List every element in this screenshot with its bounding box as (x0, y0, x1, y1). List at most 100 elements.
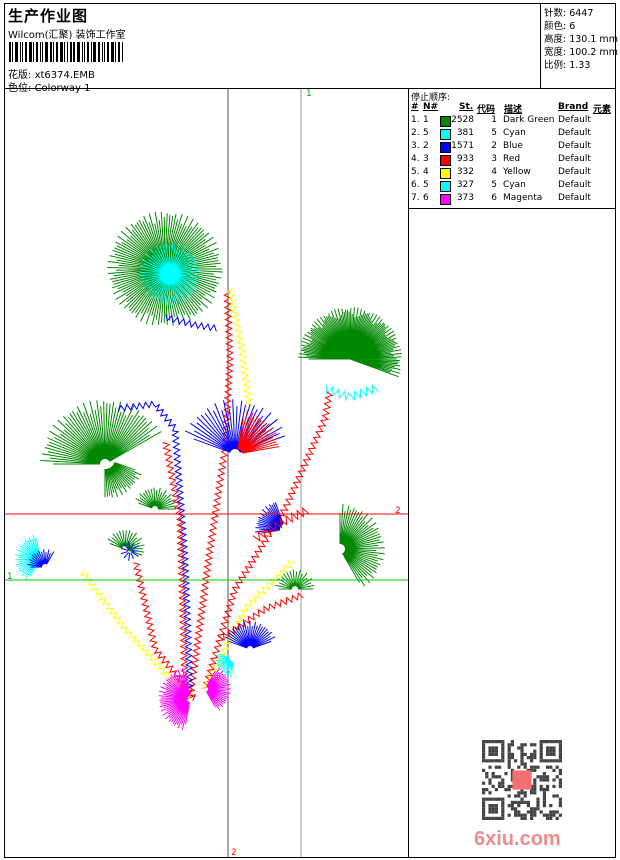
barcode-bar (122, 42, 123, 62)
barcode-bar (53, 42, 54, 62)
row-desc: Cyan (503, 128, 526, 138)
file-name: xt6374.EMB (34, 70, 95, 81)
file-label: 花版: (8, 70, 32, 81)
col-brand: Brand (558, 102, 589, 112)
leaf-left (40, 400, 162, 465)
leaf-blue-left (27, 549, 55, 568)
row-needle: 5 (423, 180, 429, 190)
col-idx: # (411, 102, 419, 112)
row-idx: 6. (411, 180, 420, 190)
row-stitches: 332 (456, 167, 474, 177)
col-needle: N# (423, 102, 439, 112)
barcode-bar (25, 42, 27, 62)
barcode-bar (84, 42, 85, 62)
barcode-bar (45, 42, 48, 62)
file-name-row: 花版: xt6374.EMB (8, 66, 95, 81)
design-height: 高度: 130.1 mm (544, 34, 618, 45)
row-code: 6 (491, 193, 497, 203)
embroidery-design-preview: 1 2 2 1 (5, 89, 408, 857)
barcode-bar (60, 42, 63, 62)
row-needle: 5 (423, 128, 429, 138)
barcode-bar (82, 42, 83, 62)
base-magenta-2 (206, 667, 231, 711)
barcode-bar (104, 42, 105, 62)
table-header: # N# St. 代码 描述 Brand 元素 (411, 102, 616, 115)
design-stats: 针数: 6447 颜色: 6 高度: 130.1 mm 宽度: 100.2 mm… (540, 3, 618, 88)
row-stitches: 1571 (451, 141, 474, 151)
flower-underside-top-left (165, 313, 217, 332)
barcode-bar (91, 42, 92, 62)
table-row: 6. 5 327 5 Cyan Default (411, 180, 616, 193)
row-desc: Cyan (503, 180, 526, 190)
leaf-small-green (135, 487, 177, 510)
row-idx: 2. (411, 128, 420, 138)
flower-underside-right (325, 383, 379, 402)
fronds-red-center (237, 410, 280, 454)
col-stitches: St. (459, 102, 474, 112)
barcode-bar (98, 42, 100, 62)
barcode-bar (50, 42, 52, 62)
table-row: 3. 2 1571 2 Blue Default (411, 141, 616, 154)
barcode-bar (12, 42, 13, 62)
barcode-bar (22, 42, 23, 62)
barcode-bar (93, 42, 96, 62)
leaf-cyan-lower (215, 653, 234, 677)
barcode-bar (115, 42, 116, 62)
barcode-bar (102, 42, 103, 62)
leaf-left-lower (104, 461, 142, 498)
stem-red-1 (186, 291, 235, 700)
row-idx: 5. (411, 167, 420, 177)
leaf-red-right (252, 506, 310, 542)
guide-label-h2: 2 (395, 506, 401, 516)
row-idx: 1. (411, 115, 420, 125)
barcode-bar (64, 42, 65, 62)
stop-sequence-panel: 停止顺序: # N# St. 代码 描述 Brand 元素 1. 1 2528 1 Da… (409, 89, 616, 209)
barcode (9, 42, 124, 62)
table-row: 5. 4 332 4 Yellow Default (411, 167, 616, 180)
base-magenta (158, 667, 190, 731)
row-brand: Default (558, 115, 591, 125)
barcode-bar (36, 42, 38, 62)
barcode-bar (56, 42, 58, 62)
barcode-bar (15, 42, 18, 62)
col-desc: 描述 (504, 105, 523, 115)
color-swatch (440, 155, 451, 166)
row-idx: 7. (411, 193, 420, 203)
barcode-bar (77, 42, 80, 62)
barcode-bar (33, 42, 34, 62)
color-swatch (440, 194, 451, 205)
row-brand: Default (558, 141, 591, 151)
color-swatch (440, 168, 451, 179)
guide-label-h1: 1 (7, 572, 13, 582)
row-needle: 2 (423, 141, 429, 151)
barcode-bar (9, 42, 11, 62)
barcode-bar (70, 42, 72, 62)
barcode-bar (118, 42, 120, 62)
barcode-bar (107, 42, 109, 62)
flower-center-top-left (139, 242, 202, 306)
table-row: 1. 1 2528 1 Dark Green Default (411, 115, 616, 128)
color-swatch (440, 142, 451, 153)
row-needle: 3 (423, 154, 429, 164)
row-stitches: 2528 (451, 115, 474, 125)
flower-head-right (298, 307, 402, 378)
barcode-bar (87, 42, 89, 62)
row-code: 5 (491, 180, 497, 190)
leaf-small-green-2 (107, 530, 145, 556)
leaf-blue-lower (224, 621, 276, 649)
row-brand: Default (558, 193, 591, 203)
color-swatch (440, 116, 451, 127)
guide-label-v1: 1 (306, 89, 312, 99)
col-code: 代码 (477, 105, 496, 115)
barcode-bar (67, 42, 68, 62)
row-stitches: 373 (456, 193, 474, 203)
leaf-cyan-left (15, 534, 40, 580)
table-row: 2. 5 381 5 Cyan Default (411, 128, 616, 141)
table-row: 7. 6 373 6 Magenta Default (411, 193, 616, 206)
seal-stamp (512, 770, 532, 790)
leaf-small-blue (120, 541, 139, 561)
header-info: 生产作业图 Wilcom(汇聚) 装饰工作室 花版: xt6374.EMB 色位… (5, 4, 540, 94)
color-swatch (440, 129, 451, 140)
row-code: 4 (491, 167, 497, 177)
row-brand: Default (558, 128, 591, 138)
